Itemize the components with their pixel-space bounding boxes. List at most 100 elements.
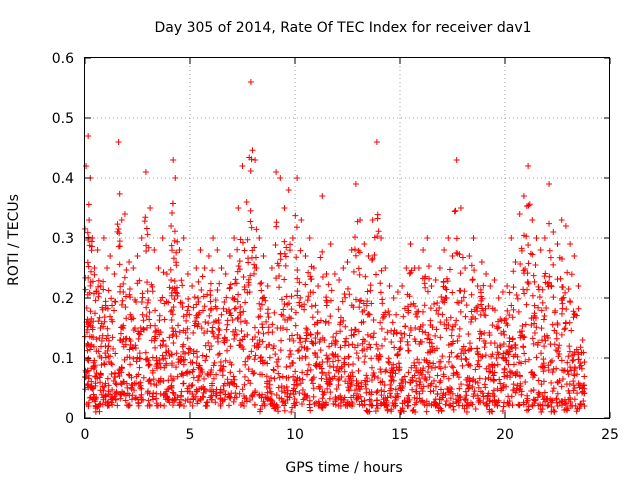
data-point [389, 319, 396, 326]
data-point [423, 408, 430, 415]
data-point [368, 397, 375, 404]
data-point [345, 387, 352, 394]
data-point [237, 401, 244, 408]
data-point [489, 364, 496, 371]
data-point [379, 300, 386, 307]
data-point [556, 342, 563, 349]
data-point [273, 223, 280, 230]
data-point [102, 354, 109, 361]
data-point [545, 402, 552, 409]
data-point [108, 360, 115, 367]
data-point [458, 298, 465, 305]
data-point [286, 247, 293, 254]
data-point [530, 272, 537, 279]
data-point [82, 286, 89, 293]
data-point [457, 308, 464, 315]
data-point [344, 259, 351, 265]
data-point [517, 380, 524, 387]
data-point [258, 279, 265, 286]
data-point [442, 401, 449, 408]
data-point [234, 246, 241, 253]
data-point [444, 275, 451, 282]
data-point [126, 402, 133, 409]
data-point [564, 269, 571, 276]
data-point [275, 356, 282, 363]
data-point [173, 249, 180, 256]
data-point [455, 374, 462, 381]
data-point [521, 334, 528, 341]
data-point [251, 356, 258, 363]
data-point [292, 388, 299, 395]
data-point [474, 283, 481, 289]
data-point [322, 401, 329, 408]
data-point [244, 236, 251, 243]
data-point [304, 345, 311, 352]
data-point [259, 371, 266, 378]
data-point [439, 311, 446, 318]
data-point [525, 260, 532, 267]
y-tick-label: 0.6 [52, 51, 74, 67]
data-point [504, 307, 511, 314]
data-point [120, 343, 127, 350]
data-point [558, 310, 565, 317]
data-point [553, 396, 560, 403]
data-point [276, 374, 283, 381]
data-point [281, 407, 288, 414]
data-point [449, 390, 456, 397]
data-point [559, 376, 566, 383]
data-point [335, 306, 342, 313]
data-point [246, 353, 253, 360]
data-point [173, 350, 180, 357]
data-point [523, 233, 530, 240]
data-point [185, 303, 192, 310]
data-point [474, 392, 481, 399]
data-point [90, 334, 97, 341]
data-point [209, 328, 216, 335]
data-point [466, 253, 473, 259]
data-point [457, 270, 464, 277]
data-point [130, 387, 137, 394]
data-point [332, 401, 339, 408]
data-point [446, 402, 453, 409]
data-point [217, 402, 224, 409]
data-point [439, 394, 446, 401]
data-point [169, 200, 176, 207]
data-point [266, 381, 273, 388]
data-point [500, 403, 507, 410]
data-point [510, 353, 517, 360]
data-point [327, 389, 334, 396]
data-point [133, 358, 140, 365]
data-point [510, 306, 517, 313]
data-point [212, 318, 219, 325]
data-point [237, 303, 244, 310]
data-point [120, 325, 127, 332]
data-point [418, 371, 425, 378]
data-point [303, 393, 310, 400]
data-point [263, 394, 270, 401]
data-point [365, 408, 372, 415]
data-point [187, 398, 194, 405]
data-point [337, 328, 344, 335]
data-point [437, 319, 444, 326]
data-point [546, 247, 553, 254]
data-point [427, 348, 434, 355]
data-point [163, 271, 170, 277]
data-point [230, 380, 237, 387]
data-point [290, 337, 297, 344]
data-point [525, 163, 532, 169]
data-point [417, 378, 424, 385]
data-point [549, 369, 556, 376]
data-point [325, 319, 332, 326]
data-point [566, 343, 573, 350]
data-point [357, 393, 364, 400]
data-point [474, 308, 481, 315]
data-point [398, 380, 405, 387]
data-point [102, 380, 109, 387]
data-point [180, 361, 187, 368]
data-point [247, 207, 254, 214]
data-point [425, 363, 432, 370]
data-point [522, 266, 529, 273]
data-point [368, 364, 375, 371]
data-point [474, 350, 481, 357]
data-point [465, 385, 472, 392]
